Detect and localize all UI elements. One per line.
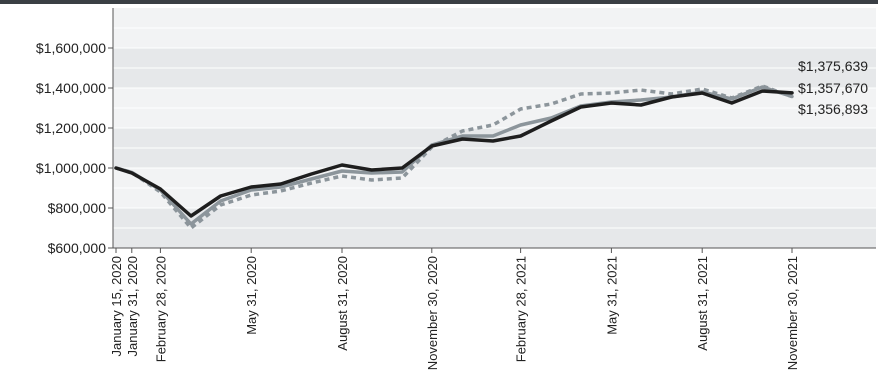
- x-tick-label: February 28, 2020: [153, 256, 168, 362]
- x-tick-label: January 15, 2020: [109, 256, 124, 356]
- top-rule: [0, 0, 878, 4]
- x-tick-label: January 31, 2020: [125, 256, 140, 356]
- y-tick-label: $800,000: [48, 200, 107, 216]
- y-tick-label: $1,400,000: [36, 80, 106, 96]
- y-tick-label: $1,000,000: [36, 160, 106, 176]
- end-value-label: $1,356,893: [798, 101, 868, 117]
- x-tick-label: May 31, 2021: [604, 256, 619, 335]
- x-tick-label: August 31, 2020: [335, 256, 350, 351]
- series-line-1: [114, 89, 794, 218]
- y-tick-label: $1,600,000: [36, 40, 106, 56]
- y-tick-label: $600,000: [48, 240, 107, 256]
- x-tick-label: August 31, 2021: [695, 256, 710, 351]
- x-tick-label: November 30, 2021: [785, 256, 800, 370]
- x-tick-label: May 31, 2020: [244, 256, 259, 335]
- y-tick-label: $1,200,000: [36, 120, 106, 136]
- end-value-label: $1,375,639: [798, 58, 868, 74]
- x-tick-label: November 30, 2020: [425, 256, 440, 370]
- end-value-label: $1,357,670: [798, 80, 868, 96]
- x-tick-label: February 28, 2021: [514, 256, 529, 362]
